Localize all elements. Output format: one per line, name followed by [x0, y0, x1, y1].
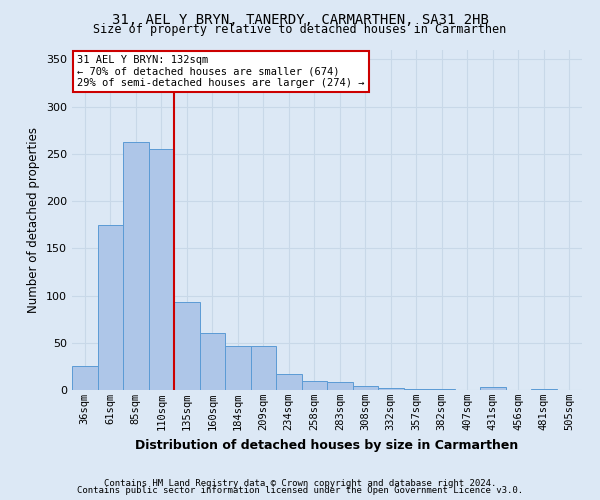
Bar: [123, 142, 149, 390]
Text: Contains public sector information licensed under the Open Government Licence v3: Contains public sector information licen…: [77, 486, 523, 495]
Bar: [97, 224, 123, 390]
Text: Size of property relative to detached houses in Carmarthen: Size of property relative to detached ho…: [94, 22, 506, 36]
Text: 31, AEL Y BRYN, TANERDY, CARMARTHEN, SA31 2HB: 31, AEL Y BRYN, TANERDY, CARMARTHEN, SA3…: [112, 12, 488, 26]
Y-axis label: Number of detached properties: Number of detached properties: [28, 127, 40, 313]
Bar: [276, 374, 302, 390]
Bar: [149, 149, 174, 390]
Bar: [302, 380, 327, 390]
Bar: [199, 334, 225, 390]
Bar: [353, 386, 378, 390]
Bar: [429, 389, 455, 390]
Bar: [251, 346, 276, 390]
Bar: [327, 382, 353, 390]
Bar: [225, 346, 251, 390]
Bar: [531, 389, 557, 390]
Text: Contains HM Land Registry data © Crown copyright and database right 2024.: Contains HM Land Registry data © Crown c…: [104, 478, 496, 488]
Text: 31 AEL Y BRYN: 132sqm
← 70% of detached houses are smaller (674)
29% of semi-det: 31 AEL Y BRYN: 132sqm ← 70% of detached …: [77, 55, 365, 88]
Bar: [480, 387, 505, 390]
Bar: [174, 302, 199, 390]
Bar: [404, 389, 429, 390]
X-axis label: Distribution of detached houses by size in Carmarthen: Distribution of detached houses by size …: [136, 438, 518, 452]
Bar: [378, 388, 404, 390]
Bar: [72, 366, 97, 390]
